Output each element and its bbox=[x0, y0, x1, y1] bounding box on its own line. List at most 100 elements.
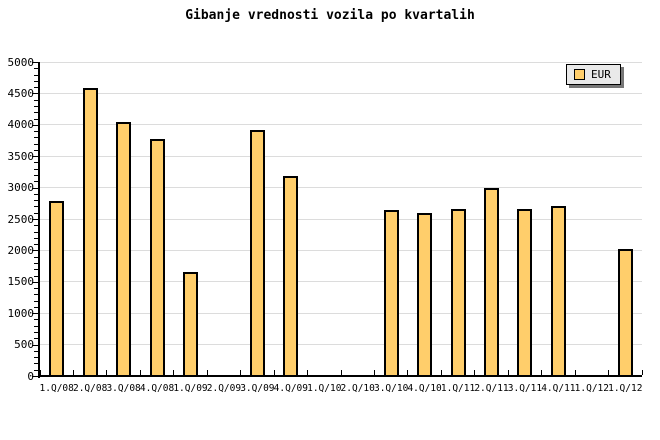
y-minor-tick bbox=[34, 350, 38, 352]
x-tick-label: 1.Q/12 bbox=[608, 383, 643, 394]
bar-3.Q/09 bbox=[249, 129, 265, 376]
chart-title: Gibanje vrednosti vozila po kvartalih bbox=[185, 8, 475, 23]
bar-3.Q/11 bbox=[517, 208, 533, 376]
y-minor-tick bbox=[34, 231, 38, 233]
y-minor-tick bbox=[34, 206, 38, 208]
gridline bbox=[40, 312, 642, 314]
x-tick bbox=[474, 370, 476, 375]
x-tick-label: 4.Q/08 bbox=[139, 383, 175, 394]
y-minor-tick bbox=[34, 300, 38, 302]
bar-1.Q/09 bbox=[183, 271, 198, 376]
x-tick-label: 2.Q/08 bbox=[72, 383, 108, 394]
bar-4.Q/10 bbox=[417, 213, 433, 376]
y-minor-tick bbox=[34, 200, 38, 202]
y-minor-tick bbox=[34, 288, 38, 290]
y-minor-tick bbox=[34, 168, 38, 170]
legend: EUR bbox=[566, 64, 621, 85]
y-minor-tick bbox=[34, 369, 38, 371]
x-tick-label: 3.Q/08 bbox=[106, 383, 141, 394]
x-tick bbox=[507, 370, 509, 375]
y-minor-tick bbox=[34, 212, 38, 214]
x-tick-label: 2.Q/10 bbox=[340, 383, 375, 394]
y-major-tick bbox=[32, 93, 38, 95]
gridline bbox=[40, 61, 642, 63]
x-tick bbox=[206, 370, 208, 375]
gridline bbox=[40, 249, 642, 251]
x-tick-label: 2.Q/09 bbox=[206, 383, 242, 394]
y-minor-tick bbox=[34, 118, 38, 120]
y-major-tick bbox=[32, 281, 38, 283]
y-minor-tick bbox=[34, 149, 38, 151]
y-minor-tick bbox=[34, 74, 38, 76]
x-tick-label: 4.Q/11 bbox=[541, 383, 576, 394]
y-minor-tick bbox=[34, 105, 38, 107]
x-tick bbox=[72, 370, 74, 375]
x-tick bbox=[240, 370, 242, 375]
bar-3.Q/08 bbox=[116, 121, 132, 376]
y-major-tick bbox=[32, 124, 38, 126]
y-major-tick bbox=[32, 313, 38, 315]
x-tick-label: 3.Q/10 bbox=[373, 383, 409, 394]
y-major-tick bbox=[32, 187, 38, 189]
y-minor-tick bbox=[34, 193, 38, 195]
bar-4.Q/08 bbox=[149, 139, 165, 376]
y-minor-tick bbox=[34, 175, 38, 177]
x-tick bbox=[440, 370, 442, 375]
x-tick bbox=[608, 370, 610, 375]
x-tick-label: 3.Q/09 bbox=[240, 383, 275, 394]
x-tick bbox=[641, 370, 643, 375]
bar-1.Q/11 bbox=[450, 208, 466, 376]
gridline bbox=[40, 218, 642, 220]
gridline bbox=[40, 92, 642, 94]
x-tick bbox=[307, 370, 309, 375]
y-minor-tick bbox=[34, 294, 38, 296]
y-minor-tick bbox=[34, 262, 38, 264]
bar-1.Q/12 bbox=[617, 249, 633, 376]
x-tick bbox=[273, 370, 275, 375]
gridline bbox=[40, 187, 642, 189]
y-minor-tick bbox=[34, 137, 38, 139]
y-minor-tick bbox=[34, 357, 38, 359]
bar-2.Q/08 bbox=[82, 88, 98, 376]
x-tick bbox=[139, 370, 141, 375]
x-tick-label: 1.Q/09 bbox=[173, 383, 208, 394]
x-tick bbox=[106, 370, 108, 375]
bar-3.Q/10 bbox=[383, 209, 399, 376]
y-tick-label: 3500 bbox=[7, 149, 35, 163]
y-tick-label: 500 bbox=[14, 338, 34, 352]
x-axis-line bbox=[38, 375, 642, 377]
y-tick-label: 1500 bbox=[7, 275, 35, 289]
x-tick bbox=[173, 370, 175, 375]
x-tick-label: 2.Q/11 bbox=[474, 383, 509, 394]
gridline bbox=[40, 344, 642, 346]
y-tick-label: 5000 bbox=[7, 55, 35, 69]
y-tick-label: 3000 bbox=[7, 181, 35, 195]
y-major-tick bbox=[32, 344, 38, 346]
x-tick bbox=[574, 370, 576, 375]
y-minor-tick bbox=[34, 162, 38, 164]
x-tick-label: 1.Q/08 bbox=[39, 383, 74, 394]
x-tick bbox=[340, 370, 342, 375]
y-minor-tick bbox=[34, 319, 38, 321]
y-minor-tick bbox=[34, 99, 38, 101]
y-minor-tick bbox=[34, 332, 38, 334]
y-major-tick bbox=[32, 156, 38, 158]
y-minor-tick bbox=[34, 225, 38, 227]
x-tick-label: 4.Q/10 bbox=[407, 383, 442, 394]
gridline bbox=[40, 155, 642, 157]
bar-4.Q/11 bbox=[550, 205, 566, 376]
bar-4.Q/09 bbox=[283, 175, 299, 376]
y-tick-label: 0 bbox=[27, 369, 34, 383]
y-major-tick bbox=[32, 250, 38, 252]
x-tick bbox=[39, 370, 41, 375]
legend-swatch-icon bbox=[574, 69, 585, 80]
y-major-tick bbox=[32, 62, 38, 63]
legend-label: EUR bbox=[591, 68, 611, 81]
y-minor-tick bbox=[34, 306, 38, 308]
y-minor-tick bbox=[34, 131, 38, 133]
y-minor-tick bbox=[34, 181, 38, 183]
x-tick bbox=[373, 370, 375, 375]
gridline bbox=[40, 281, 642, 283]
x-tick bbox=[407, 370, 409, 375]
